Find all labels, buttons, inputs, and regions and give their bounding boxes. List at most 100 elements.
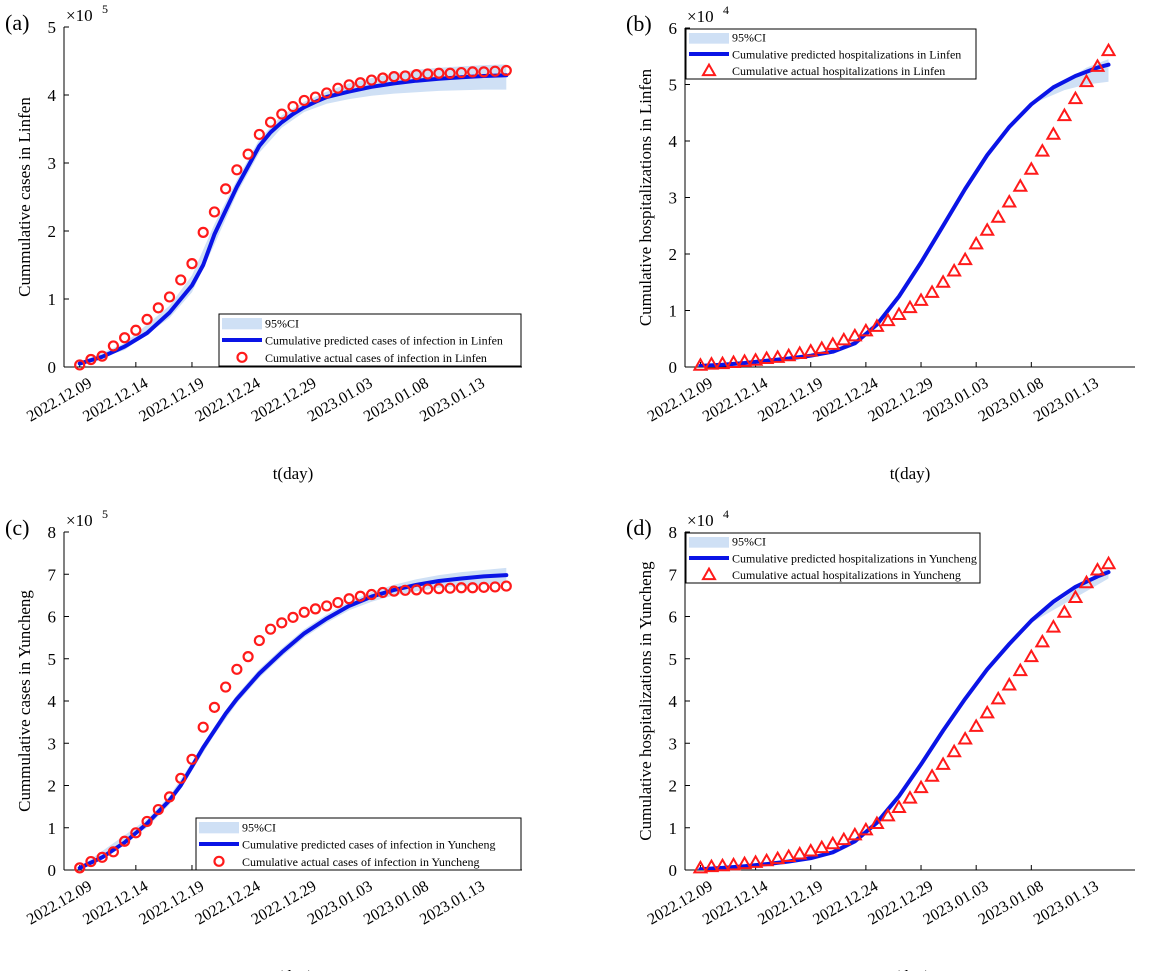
legend-actual-label: Cumulative actual hospitalizations in Li… xyxy=(732,64,945,78)
actual-point xyxy=(747,352,764,366)
ci-band xyxy=(79,567,507,869)
actual-point xyxy=(814,340,830,354)
exponent-label: ×10 xyxy=(687,511,714,530)
actual-point xyxy=(1023,161,1040,175)
panel-label: (a) xyxy=(5,10,29,35)
y-tick-label: 4 xyxy=(669,132,678,151)
legend-ci-swatch xyxy=(689,537,729,548)
legend-box xyxy=(218,313,522,367)
legend-actual-swatch xyxy=(701,566,717,581)
actual-point xyxy=(264,623,277,635)
actual-point xyxy=(714,857,731,872)
actual-point xyxy=(902,790,918,804)
y-tick-label: 4 xyxy=(48,692,57,711)
actual-point xyxy=(1034,633,1051,648)
panel-label: (d) xyxy=(626,515,652,540)
y-tick-label: 4 xyxy=(48,86,57,105)
legend-predicted-label: Cumulative predicted hospitalizations in… xyxy=(732,47,961,61)
y-tick-label: 2 xyxy=(669,777,678,796)
exponent-power: 5 xyxy=(102,2,108,16)
actual-point xyxy=(410,584,423,596)
actual-point xyxy=(736,855,753,870)
actual-point xyxy=(175,274,187,286)
actual-point xyxy=(836,831,852,846)
actual-point xyxy=(836,331,852,346)
actual-point xyxy=(769,850,786,865)
y-tick-label: 0 xyxy=(669,358,678,377)
actual-point xyxy=(332,596,344,609)
y-tick-label: 7 xyxy=(669,565,678,584)
actual-point xyxy=(410,68,423,81)
actual-point xyxy=(1078,574,1095,589)
legend-predicted-label: Cumulative predicted cases of infection … xyxy=(242,838,495,852)
legend-actual-swatch xyxy=(213,855,225,867)
actual-point xyxy=(321,600,333,612)
actual-point xyxy=(714,355,731,370)
actual-point xyxy=(119,332,131,344)
actual-point xyxy=(175,772,187,784)
y-tick-label: 5 xyxy=(669,650,678,669)
actual-point xyxy=(913,779,929,794)
actual-point xyxy=(365,588,378,601)
actual-point xyxy=(208,701,221,713)
exponent-label: ×10 xyxy=(66,511,93,530)
actual-point xyxy=(354,590,366,602)
actual-point xyxy=(968,235,984,250)
actual-point xyxy=(242,148,254,160)
actual-point xyxy=(478,66,490,78)
actual-point xyxy=(332,82,344,94)
actual-point xyxy=(231,164,243,176)
actual-point xyxy=(478,581,490,593)
actual-point xyxy=(1045,126,1062,140)
legend-predicted-label: Cumulative predicted hospitalizations in… xyxy=(732,551,977,565)
actual-point xyxy=(957,251,973,266)
y-tick-label: 3 xyxy=(48,734,57,753)
x-tick-label: 2023.01.13 xyxy=(417,878,488,929)
actual-point xyxy=(902,299,918,314)
actual-point xyxy=(242,651,254,663)
y-tick-label: 0 xyxy=(48,358,57,377)
actual-point xyxy=(489,581,501,593)
predicted-line xyxy=(77,73,509,366)
actual-point xyxy=(891,799,907,813)
actual-point xyxy=(264,116,277,128)
actual-point xyxy=(489,65,501,77)
x-axis-title: t(day) xyxy=(890,967,931,971)
chart-panel-a: (a) ×10 50123452022.12.092022.12.142022.12… xyxy=(5,2,522,483)
legend-actual-label: Cumulative actual cases of infection in … xyxy=(265,351,487,365)
actual-point xyxy=(152,302,164,314)
actual-point xyxy=(1078,73,1095,88)
actual-point xyxy=(758,852,775,867)
panel-label: (b) xyxy=(626,11,652,36)
legend-box xyxy=(195,817,522,871)
actual-point xyxy=(990,209,1006,223)
actual-point xyxy=(74,862,86,874)
actual-point xyxy=(1023,648,1040,663)
actual-point xyxy=(253,128,265,141)
actual-point xyxy=(780,347,797,362)
legend-box xyxy=(685,532,981,584)
actual-point xyxy=(1056,107,1073,122)
actual-point xyxy=(298,94,310,107)
actual-point xyxy=(703,858,720,873)
actual-point xyxy=(343,79,355,91)
y-tick-label: 1 xyxy=(669,819,678,838)
actual-point xyxy=(692,357,709,371)
actual-point xyxy=(455,582,467,594)
actual-point xyxy=(758,350,775,365)
y-tick-label: 4 xyxy=(669,692,678,711)
y-axis-title: Cumulative hospitalizations in Linfen xyxy=(636,68,655,326)
x-axis-title: t(day) xyxy=(273,464,314,483)
actual-point xyxy=(276,108,288,120)
legend-predicted-label: Cumulative predicted cases of infection … xyxy=(265,334,503,348)
actual-point xyxy=(220,183,232,195)
chart-panel-d: (d) ×10 40123456782022.12.092022.12.142022… xyxy=(626,507,1135,971)
exponent-power: 4 xyxy=(723,3,729,17)
y-tick-label: 8 xyxy=(669,523,678,542)
x-axis-title: t(day) xyxy=(890,464,931,483)
actual-point xyxy=(1012,662,1029,677)
actual-point xyxy=(979,222,995,236)
actual-point xyxy=(96,851,108,863)
actual-point xyxy=(399,70,411,82)
y-tick-label: 5 xyxy=(48,650,57,669)
